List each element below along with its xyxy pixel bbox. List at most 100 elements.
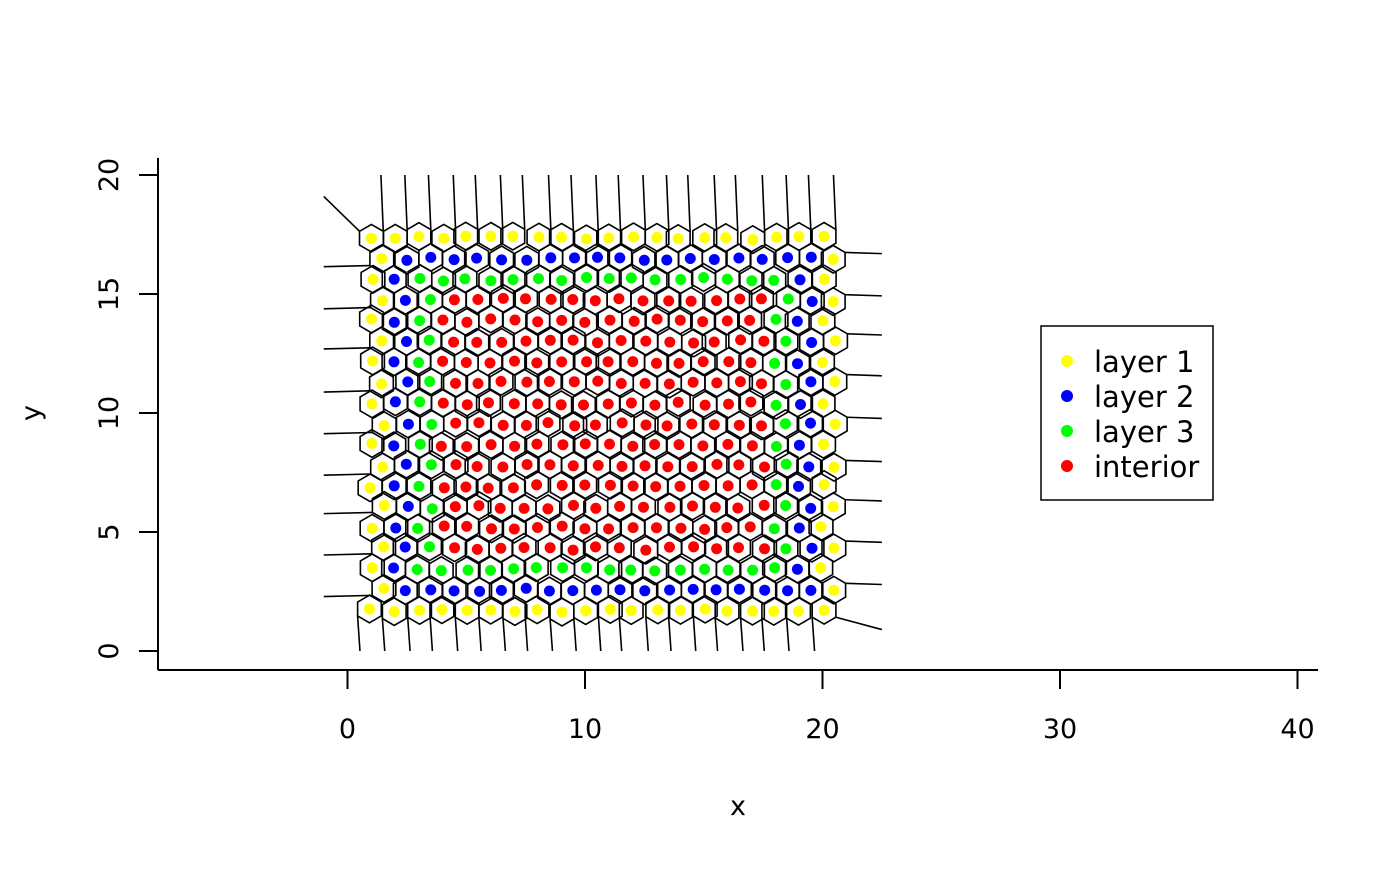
point-interior [699, 399, 711, 411]
point-interior [735, 334, 747, 346]
point-interior [520, 293, 531, 305]
point-interior [460, 481, 472, 493]
point-interior [664, 501, 676, 513]
voronoi-cell [642, 556, 668, 586]
point-interior [615, 378, 627, 389]
voronoi-ray [713, 174, 718, 231]
point-layer-2 [471, 252, 483, 264]
voronoi-cell [761, 513, 787, 544]
point-interior [531, 479, 543, 491]
voronoi-ray [452, 174, 457, 232]
point-layer-2 [710, 584, 722, 596]
point-layer-1 [793, 231, 805, 242]
voronoi-cell [573, 224, 600, 254]
point-interior [673, 439, 685, 451]
point-layer-1 [828, 461, 840, 473]
point-interior [450, 459, 462, 471]
point-layer-1 [376, 378, 387, 390]
voronoi-ray [734, 174, 739, 231]
voronoi-cell [725, 493, 751, 523]
point-layer-2 [639, 585, 651, 597]
voronoi-cell [751, 326, 777, 356]
legend-label-layer-1: layer 1 [1094, 345, 1194, 379]
point-layer-1 [378, 500, 390, 511]
point-interior [521, 376, 533, 388]
point-layer-3 [768, 523, 780, 535]
voronoi-cell [524, 348, 550, 378]
point-layer-3 [769, 357, 781, 369]
point-layer-2 [390, 522, 402, 534]
point-layer-3 [414, 438, 426, 450]
point-layer-2 [402, 376, 414, 388]
point-layer-1 [378, 541, 390, 553]
voronoi-tessellation [323, 174, 883, 652]
point-layer-2 [448, 585, 460, 597]
voronoi-cell [429, 346, 456, 376]
voronoi-cell [550, 429, 576, 460]
point-interior [697, 316, 709, 328]
point-interior [438, 482, 450, 494]
point-layer-3 [604, 564, 616, 576]
point-layer-2 [388, 273, 400, 285]
point-interior [508, 398, 520, 410]
voronoi-cell [431, 223, 457, 253]
point-interior [590, 541, 601, 553]
point-layer-3 [462, 564, 474, 576]
point-interior [662, 461, 674, 473]
point-interior [482, 482, 494, 494]
point-layer-2 [805, 251, 817, 263]
point-layer-2 [590, 584, 602, 596]
point-interior [708, 419, 720, 431]
point-interior [495, 542, 507, 554]
point-layer-1 [364, 482, 376, 494]
point-interior [494, 502, 506, 514]
point-interior [556, 479, 568, 491]
point-interior [758, 499, 770, 511]
point-layer-1 [747, 234, 759, 246]
point-layer-2 [805, 584, 817, 596]
voronoi-cell [796, 452, 822, 482]
point-layer-1 [378, 583, 390, 594]
point-layer-2 [805, 417, 816, 429]
voronoi-cell [513, 410, 540, 441]
point-layer-1 [367, 273, 379, 285]
point-layer-2 [425, 584, 437, 596]
voronoi-ray [356, 615, 361, 652]
voronoi-ray [381, 618, 386, 652]
point-layer-1 [366, 438, 378, 449]
point-layer-3 [485, 564, 496, 576]
x-tick-label: 40 [1280, 714, 1314, 745]
y-ticks: 0 5 10 15 20 [94, 158, 158, 660]
point-layer-3 [779, 418, 791, 430]
point-interior [497, 292, 509, 304]
point-interior [508, 523, 520, 535]
voronoi-cell [820, 286, 846, 317]
voronoi-cell [466, 490, 492, 521]
voronoi-ray [686, 174, 691, 232]
point-interior [744, 314, 756, 326]
point-layer-1 [485, 604, 497, 616]
point-layer-1 [830, 335, 841, 347]
point-interior [639, 460, 651, 472]
point-interior [542, 503, 554, 515]
point-layer-1 [378, 420, 390, 432]
voronoi-cell [820, 244, 846, 275]
point-layer-3 [780, 379, 792, 390]
point-layer-1 [377, 295, 388, 307]
voronoi-ray [323, 306, 371, 310]
voronoi-cell [618, 555, 644, 585]
voronoi-ray [524, 616, 529, 652]
voronoi-cell [772, 490, 799, 521]
voronoi-cell [657, 327, 683, 357]
point-layer-3 [530, 562, 542, 574]
point-layer-1 [531, 604, 543, 616]
point-layer-2 [756, 253, 768, 265]
point-layer-1 [377, 461, 389, 473]
point-interior [449, 542, 461, 554]
point-layer-1 [818, 230, 830, 242]
voronoi-ray [454, 617, 459, 652]
point-layer-2 [782, 252, 794, 264]
point-layer-3 [426, 503, 438, 515]
voronoi-cell [428, 555, 454, 586]
point-layer-1 [461, 604, 473, 616]
